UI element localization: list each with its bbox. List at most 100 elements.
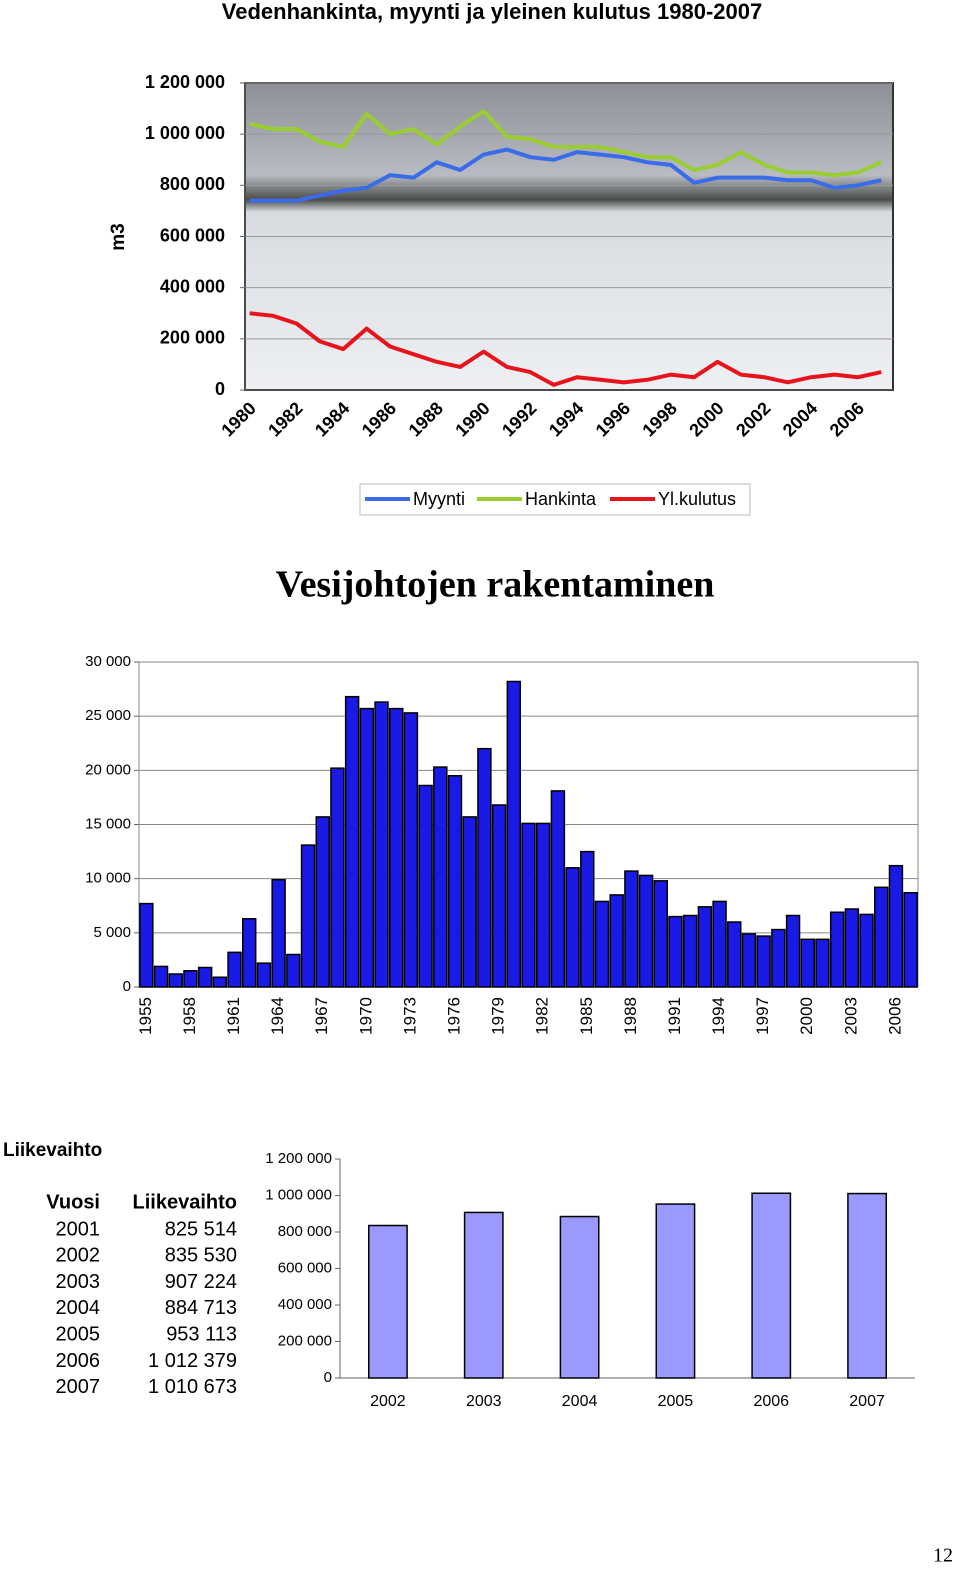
bar <box>594 900 610 988</box>
bar <box>653 880 669 988</box>
bar <box>712 900 727 988</box>
bar <box>727 921 742 988</box>
x-tick-label: 1996 <box>592 398 634 440</box>
bar <box>477 747 492 988</box>
y-tick-label: 0 <box>324 1369 332 1386</box>
bar <box>800 938 815 988</box>
bar <box>550 790 566 988</box>
table-cell: 2006 <box>56 1350 101 1372</box>
x-tick-label: 2006 <box>826 398 868 440</box>
x-tick-label: 1955 <box>136 997 155 1035</box>
bar <box>580 850 595 988</box>
x-tick-label: 1988 <box>621 997 640 1035</box>
x-tick-label: 2002 <box>370 1393 406 1410</box>
bar <box>655 1203 696 1379</box>
bar <box>462 816 477 988</box>
x-tick-label: 1984 <box>311 398 353 440</box>
table-header: Vuosi <box>46 1191 100 1213</box>
bar <box>624 870 639 988</box>
bar <box>433 766 448 988</box>
x-tick-label: 2007 <box>849 1393 885 1410</box>
x-tick-label: 2004 <box>562 1393 598 1410</box>
bar <box>403 712 419 988</box>
bar <box>559 1215 600 1379</box>
bar <box>168 973 183 988</box>
x-tick-label: 1982 <box>533 997 552 1035</box>
bar <box>815 938 830 988</box>
bar <box>139 902 154 988</box>
x-tick-label: 2006 <box>885 997 904 1035</box>
bar <box>374 701 389 988</box>
x-tick-label: 1976 <box>444 997 463 1035</box>
bar <box>256 962 272 988</box>
bar <box>859 913 874 988</box>
bar <box>242 918 257 988</box>
x-tick-label: 2004 <box>779 398 821 440</box>
section-heading: Liikevaihto <box>3 1140 102 1161</box>
x-tick-label: 1992 <box>498 398 540 440</box>
bar <box>847 1192 888 1379</box>
x-tick-label: 1998 <box>638 398 680 440</box>
y-tick-label: 10 000 <box>85 870 131 887</box>
table-cell: 907 224 <box>165 1271 237 1293</box>
table-cell: 2001 <box>56 1218 101 1240</box>
bar <box>521 822 536 988</box>
table-cell: 835 530 <box>165 1245 237 1267</box>
y-tick-label: 25 000 <box>85 707 131 724</box>
y-tick-label: 30 000 <box>85 653 131 670</box>
chart-title: Vedenhankinta, myynti ja yleinen kulutus… <box>222 0 762 24</box>
bar <box>227 951 242 988</box>
y-tick-label: 600 000 <box>160 225 225 245</box>
y-tick-label: 0 <box>215 379 225 399</box>
table-cell: 1 010 673 <box>148 1376 237 1398</box>
y-tick-label: 5 000 <box>93 924 131 941</box>
y-tick-label: 800 000 <box>278 1223 332 1240</box>
x-tick-label: 2005 <box>658 1393 694 1410</box>
x-tick-label: 2000 <box>797 997 816 1035</box>
bar <box>300 844 316 988</box>
y-tick-label: 600 000 <box>278 1259 332 1276</box>
bar <box>697 906 713 988</box>
bar <box>756 935 771 988</box>
table-cell: 953 113 <box>166 1323 237 1345</box>
line <box>249 147 882 203</box>
table-cell: 884 713 <box>165 1297 237 1319</box>
bar <box>785 914 801 988</box>
y-tick-label: 200 000 <box>160 328 225 348</box>
page-number: 12 <box>933 1545 953 1567</box>
chart-title: Vesijohtojen rakentaminen <box>276 564 715 606</box>
table-header: Liikevaihto <box>133 1191 237 1213</box>
bar <box>183 970 198 988</box>
table-cell: 2002 <box>56 1245 101 1267</box>
x-tick-label: 1958 <box>180 997 199 1035</box>
bar <box>903 892 918 988</box>
line <box>249 109 883 178</box>
bar <box>344 695 360 988</box>
bar <box>751 1192 792 1379</box>
bar <box>565 867 580 988</box>
y-tick-label: 1 000 000 <box>265 1186 332 1203</box>
x-tick-label: 2006 <box>753 1393 789 1410</box>
bar <box>286 953 301 988</box>
bar <box>388 707 404 988</box>
y-tick-label: 1 200 000 <box>265 1150 332 1167</box>
table-cell: 1 012 379 <box>148 1350 237 1372</box>
bar <box>368 1224 408 1379</box>
x-tick-label: 1973 <box>400 997 419 1035</box>
bar <box>844 908 860 988</box>
bar <box>535 822 551 988</box>
bar <box>212 976 228 988</box>
x-tick-label: 1979 <box>489 997 508 1035</box>
x-tick-label: 1985 <box>577 997 596 1035</box>
x-tick-label: 1970 <box>356 997 375 1035</box>
line <box>249 311 882 387</box>
bar <box>463 1211 504 1379</box>
x-tick-label: 2002 <box>732 398 774 440</box>
bar <box>447 775 463 988</box>
legend-label: Hankinta <box>525 489 597 509</box>
x-tick-label: 1994 <box>709 997 728 1035</box>
bar <box>359 707 375 988</box>
bar <box>888 864 904 988</box>
x-tick-label: 1997 <box>753 997 772 1035</box>
